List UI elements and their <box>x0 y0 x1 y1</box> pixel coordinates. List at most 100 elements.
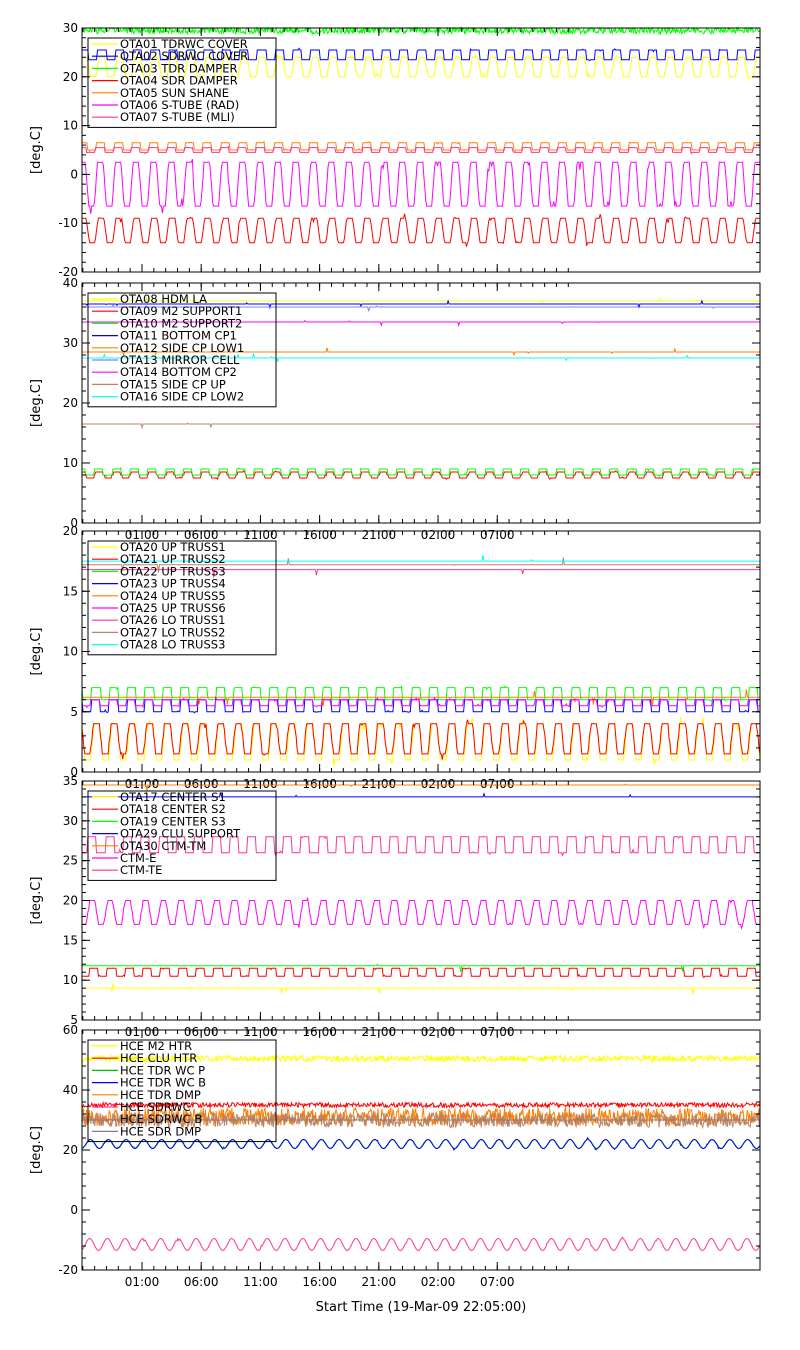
legend-entry: OTA22 UP TRUSS3 <box>120 564 226 578</box>
panel-5: -20 0 20 40 60 01:00 06:00 11:00 16:00 21:00 02:00… <box>29 1023 761 1315</box>
legend-entry: OTA17 CENTER S1 <box>120 790 226 804</box>
plot-frame <box>81 27 761 273</box>
x-tick-label: 02:00 <box>421 1275 456 1289</box>
x-tick-label: 06:00 <box>184 1275 219 1289</box>
series-line <box>82 469 761 481</box>
series-line <box>82 554 760 565</box>
legend-entry: OTA15 SIDE CP UP <box>120 377 226 391</box>
series-line <box>82 296 760 307</box>
legend-entry: OTA16 SIDE CP LOW2 <box>120 390 244 404</box>
y-tick-label: 0 <box>70 765 78 779</box>
legend-entry: OTA06 S-TUBE (RAD) <box>120 98 239 112</box>
legend-entry: HCE SDR DMP <box>120 1124 201 1138</box>
y-axis-label: [deg.C] <box>29 379 44 427</box>
series-line <box>82 689 760 707</box>
y-tick-label: 30 <box>63 21 78 35</box>
y-tick-label: 25 <box>63 854 78 868</box>
series-line <box>82 966 760 979</box>
series-line <box>82 422 760 430</box>
y-axis-label: [deg.C] <box>29 628 44 676</box>
x-tick-label: 01:00 <box>125 1275 160 1289</box>
legend-entry: HCE TDR WC B <box>120 1076 206 1090</box>
legend-entry: OTA27 LO TRUSS2 <box>120 625 225 639</box>
legend-entry: CTM-TE <box>120 863 162 877</box>
y-tick-label: 20 <box>63 524 78 538</box>
series-line <box>82 466 760 478</box>
y-tick-label: 0 <box>70 1203 78 1217</box>
y-tick-label: 20 <box>63 894 78 908</box>
legend-entry: OTA10 M2 SUPPORT2 <box>120 316 242 330</box>
series-line <box>82 557 760 573</box>
y-tick-label: -20 <box>58 265 78 279</box>
series-line <box>82 303 760 312</box>
series-line <box>82 53 760 80</box>
x-axis-title: Start Time (19-Mar-09 22:05:00) <box>316 1300 527 1315</box>
y-axis-label: [deg.C] <box>29 877 44 925</box>
y-tick-label: 15 <box>63 584 78 598</box>
series-line <box>81 26 761 36</box>
series-line <box>81 685 760 702</box>
series-line <box>82 140 760 153</box>
series-line <box>82 319 760 327</box>
legend-entry: OTA02 SDRWC COVER <box>120 49 248 63</box>
series-line <box>82 696 760 709</box>
legend-entry: OTA25 UP TRUSS6 <box>120 601 226 615</box>
y-tick-label: 30 <box>63 814 78 828</box>
series-line <box>82 299 760 310</box>
x-tick-label: 07:00 <box>480 1275 515 1289</box>
series-line <box>81 719 761 760</box>
y-tick-label: 0 <box>70 167 78 181</box>
y-tick-label: 5 <box>70 1013 78 1027</box>
y-axis-label: [deg.C] <box>29 1126 44 1174</box>
legend-entry: OTA26 LO TRUSS1 <box>120 613 225 627</box>
series-line <box>82 791 760 798</box>
y-tick-label: 20 <box>63 396 78 410</box>
y-tick-label: 15 <box>63 933 78 947</box>
series-line <box>82 1116 760 1124</box>
y-tick-label: 20 <box>63 1143 78 1157</box>
legend-entry: OTA05 SUN SHANE <box>120 86 229 100</box>
y-tick-label: 10 <box>63 645 78 659</box>
series-line <box>82 145 760 155</box>
x-tick-label: 16:00 <box>302 1275 337 1289</box>
x-tick-label: 11:00 <box>243 1275 278 1289</box>
x-tick-label: 21:00 <box>362 1275 397 1289</box>
legend-entry: HCE SDRWC B <box>120 1112 202 1126</box>
legend-frame <box>87 1039 277 1143</box>
series-line <box>82 782 760 791</box>
series-line <box>82 983 760 995</box>
legend-entry: HCE SDRWC <box>120 1100 191 1114</box>
legend-entry: OTA18 CENTER S2 <box>120 802 226 816</box>
series-line <box>81 1100 761 1110</box>
legend-entry: HCE TDR WC P <box>120 1063 205 1077</box>
y-tick-label: 30 <box>63 336 78 350</box>
legend-frame <box>87 790 277 881</box>
legend-entry: OTA07 S-TUBE (MLI) <box>120 110 235 124</box>
y-tick-label: 10 <box>63 119 78 133</box>
legend-entry: OTA12 SIDE CP LOW1 <box>120 341 244 355</box>
series-line <box>82 47 760 63</box>
legend-entry: OTA11 BOTTOM CP1 <box>120 329 237 343</box>
series-line <box>82 896 760 931</box>
y-tick-label: 35 <box>63 774 78 788</box>
legend-entry: OTA01 TDRWC COVER <box>120 37 248 51</box>
series-line <box>82 347 760 357</box>
y-tick-label: 40 <box>63 1083 78 1097</box>
y-tick-label: 20 <box>63 70 78 84</box>
series-line <box>82 569 760 578</box>
y-tick-label: 40 <box>63 276 78 290</box>
legend-entry: OTA04 SDR DAMPER <box>120 74 238 88</box>
legend-entry: CTM-E <box>120 851 156 865</box>
legend-entry: OTA23 UP TRUSS4 <box>120 577 226 591</box>
y-tick-label: 10 <box>63 456 78 470</box>
legend-frame <box>87 540 277 656</box>
legend-entry: OTA14 BOTTOM CP2 <box>120 365 237 379</box>
series-line <box>82 213 760 248</box>
legend-entry: OTA30 CTM-TM <box>120 839 206 853</box>
y-tick-label: 5 <box>70 705 78 719</box>
